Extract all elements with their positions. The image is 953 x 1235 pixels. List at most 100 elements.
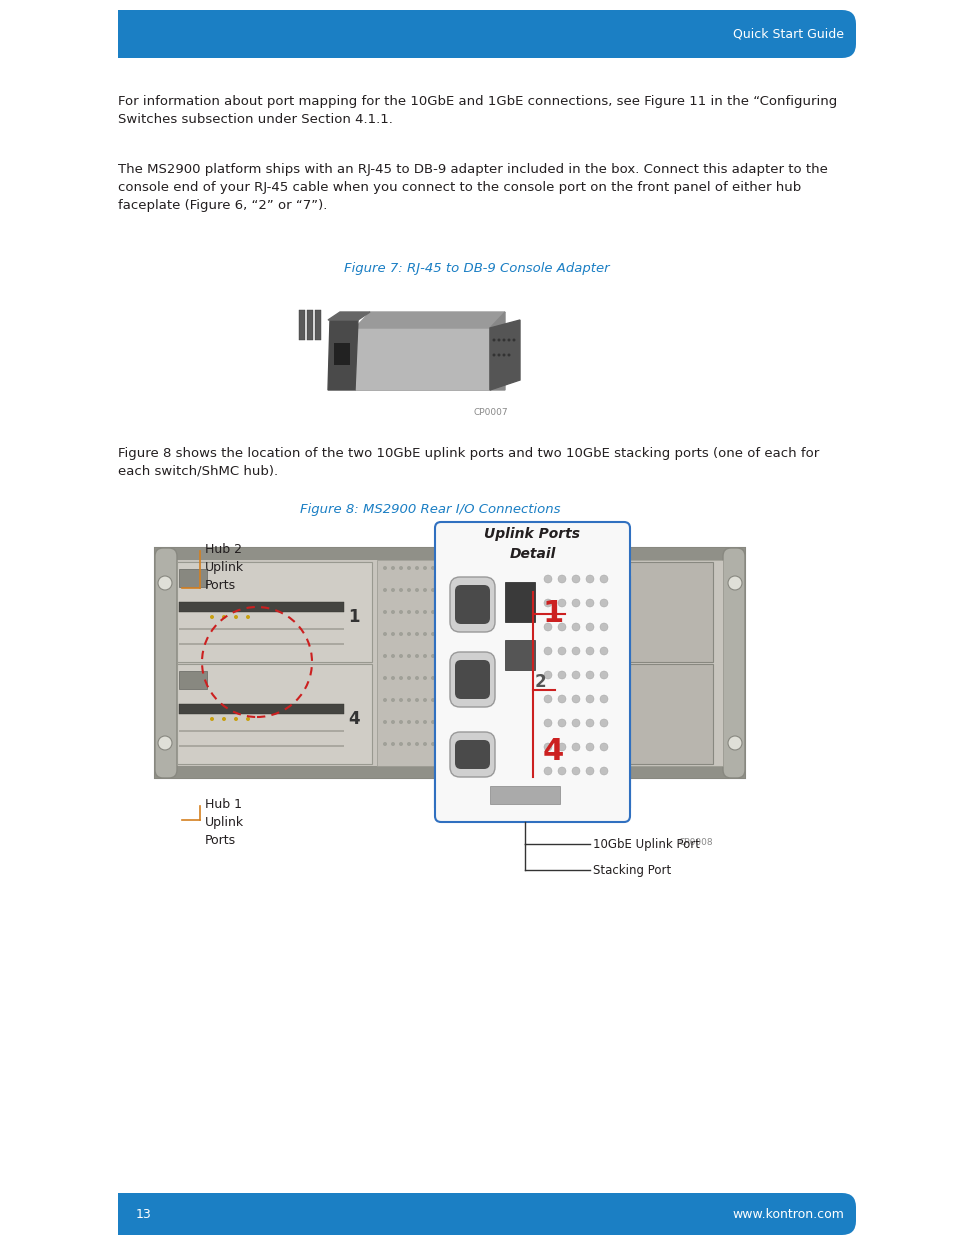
Circle shape xyxy=(391,610,395,614)
Circle shape xyxy=(415,588,418,592)
Circle shape xyxy=(462,566,467,571)
Circle shape xyxy=(447,588,451,592)
Circle shape xyxy=(415,742,418,746)
Circle shape xyxy=(431,610,435,614)
Circle shape xyxy=(455,676,458,680)
Circle shape xyxy=(222,718,226,721)
Circle shape xyxy=(415,632,418,636)
Circle shape xyxy=(572,695,579,703)
Bar xyxy=(376,559,506,766)
Circle shape xyxy=(478,610,482,614)
Circle shape xyxy=(422,610,427,614)
Circle shape xyxy=(382,632,387,636)
Circle shape xyxy=(422,588,427,592)
Circle shape xyxy=(422,566,427,571)
Bar xyxy=(179,643,344,645)
Circle shape xyxy=(391,698,395,701)
FancyBboxPatch shape xyxy=(526,671,564,755)
Circle shape xyxy=(486,676,491,680)
Circle shape xyxy=(447,610,451,614)
Circle shape xyxy=(599,671,607,679)
Circle shape xyxy=(398,566,402,571)
Circle shape xyxy=(462,720,467,724)
Circle shape xyxy=(558,622,565,631)
Circle shape xyxy=(455,632,458,636)
Circle shape xyxy=(558,671,565,679)
Circle shape xyxy=(585,743,594,751)
Circle shape xyxy=(543,647,552,655)
Circle shape xyxy=(415,720,418,724)
FancyBboxPatch shape xyxy=(435,522,629,823)
Circle shape xyxy=(431,566,435,571)
Bar xyxy=(154,766,744,778)
Circle shape xyxy=(415,655,418,658)
Circle shape xyxy=(727,576,741,590)
Circle shape xyxy=(431,698,435,701)
Circle shape xyxy=(447,655,451,658)
Bar xyxy=(179,745,344,747)
Circle shape xyxy=(478,742,482,746)
Circle shape xyxy=(571,682,576,687)
FancyBboxPatch shape xyxy=(450,577,495,632)
Circle shape xyxy=(558,767,565,776)
Circle shape xyxy=(391,676,395,680)
Circle shape xyxy=(495,655,498,658)
Circle shape xyxy=(599,647,607,655)
Circle shape xyxy=(391,566,395,571)
Text: CP0007: CP0007 xyxy=(473,408,507,417)
Circle shape xyxy=(431,676,435,680)
Circle shape xyxy=(558,576,565,583)
Circle shape xyxy=(572,599,579,606)
Bar xyxy=(118,1193,146,1235)
Text: Figure 8 shows the location of the two 10GbE uplink ports and two 10GbE stacking: Figure 8 shows the location of the two 1… xyxy=(118,447,819,459)
Circle shape xyxy=(585,599,594,606)
Bar xyxy=(355,329,490,390)
Circle shape xyxy=(233,615,237,619)
Bar xyxy=(526,672,564,756)
Circle shape xyxy=(382,610,387,614)
Circle shape xyxy=(246,718,250,721)
Circle shape xyxy=(577,579,582,584)
Circle shape xyxy=(422,632,427,636)
Circle shape xyxy=(222,615,226,619)
Circle shape xyxy=(599,719,607,727)
Circle shape xyxy=(407,720,411,724)
Polygon shape xyxy=(490,312,504,390)
Circle shape xyxy=(478,655,482,658)
FancyBboxPatch shape xyxy=(450,732,495,777)
Bar xyxy=(179,671,207,689)
Circle shape xyxy=(407,632,411,636)
Circle shape xyxy=(382,566,387,571)
Bar xyxy=(490,785,559,804)
Circle shape xyxy=(391,742,395,746)
Circle shape xyxy=(462,610,467,614)
Text: faceplate (Figure 6, “2” or “7”).: faceplate (Figure 6, “2” or “7”). xyxy=(118,199,327,212)
Circle shape xyxy=(478,720,482,724)
Circle shape xyxy=(471,698,475,701)
Text: 4: 4 xyxy=(542,737,563,767)
Circle shape xyxy=(407,566,411,571)
Circle shape xyxy=(382,720,387,724)
Circle shape xyxy=(447,566,451,571)
Circle shape xyxy=(407,698,411,701)
Circle shape xyxy=(471,720,475,724)
Circle shape xyxy=(478,632,482,636)
Circle shape xyxy=(422,742,427,746)
FancyBboxPatch shape xyxy=(455,740,490,769)
Circle shape xyxy=(727,736,741,750)
Circle shape xyxy=(572,622,579,631)
FancyBboxPatch shape xyxy=(118,10,855,58)
Circle shape xyxy=(447,632,451,636)
Circle shape xyxy=(407,610,411,614)
FancyBboxPatch shape xyxy=(450,652,495,706)
Bar xyxy=(298,310,305,340)
Circle shape xyxy=(558,599,565,606)
Circle shape xyxy=(486,632,491,636)
Bar xyxy=(154,548,744,778)
Text: Figure 7: RJ-45 to DB-9 Console Adapter: Figure 7: RJ-45 to DB-9 Console Adapter xyxy=(344,262,609,275)
Circle shape xyxy=(585,576,594,583)
Circle shape xyxy=(507,353,510,357)
Circle shape xyxy=(572,671,579,679)
Bar xyxy=(504,582,535,622)
Circle shape xyxy=(382,698,387,701)
